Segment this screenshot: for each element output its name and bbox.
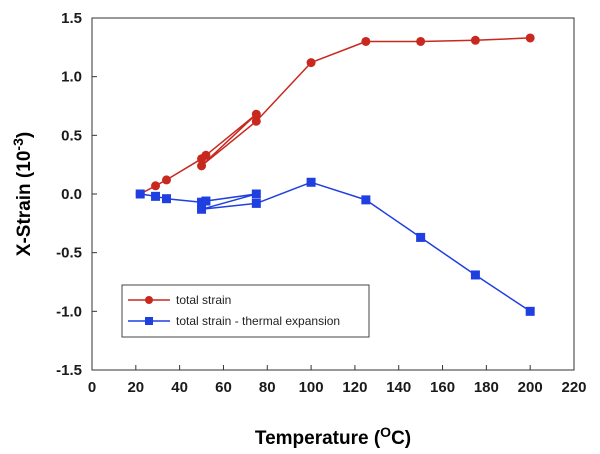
legend-box <box>121 284 370 338</box>
legend-label-total-strain: total strain <box>176 293 231 307</box>
y-axis-title-end: ) <box>14 132 35 138</box>
x-tick-label: 40 <box>171 379 188 396</box>
data-point-thermal <box>470 270 480 280</box>
x-tick-label: 180 <box>474 379 499 396</box>
data-point-thermal <box>151 191 161 201</box>
x-tick-label: 100 <box>299 379 324 396</box>
data-point-total-strain <box>306 58 316 68</box>
data-point-thermal <box>361 195 371 205</box>
legend: total strain total strain - thermal expa… <box>121 284 370 338</box>
x-axis-title-superscript: O <box>380 424 391 440</box>
data-point-thermal <box>251 189 261 199</box>
data-point-thermal <box>416 232 426 242</box>
y-tick-label: 1.0 <box>61 69 82 86</box>
data-point-thermal <box>161 194 171 204</box>
legend-label-thermal: total strain - thermal expansion <box>176 314 340 328</box>
data-point-total-strain <box>416 36 426 46</box>
x-tick-label: 200 <box>518 379 543 396</box>
data-point-total-strain <box>201 150 211 160</box>
series-layer <box>135 33 535 316</box>
y-tick-label: -0.5 <box>56 245 82 262</box>
x-tick-label: 220 <box>561 379 586 396</box>
x-tick-label: 80 <box>259 379 276 396</box>
series-line-total-strain <box>139 37 531 195</box>
x-tick-label: 160 <box>430 379 455 396</box>
legend-marker-thermal <box>145 317 153 325</box>
y-tick-label: -1.0 <box>56 303 82 320</box>
y-tick-label: 1.5 <box>61 10 82 27</box>
x-axis: 0 20 40 60 80 100 120 140 160 180 200 220 <box>88 365 587 396</box>
x-axis-title-end: C) <box>391 428 411 449</box>
data-point-total-strain <box>470 35 480 45</box>
x-tick-label: 20 <box>127 379 144 396</box>
data-point-thermal <box>197 204 207 214</box>
x-tick-label: 0 <box>88 379 96 396</box>
data-point-thermal <box>306 177 316 187</box>
data-point-total-strain <box>361 36 371 46</box>
y-tick-label: -1.5 <box>56 362 82 379</box>
y-tick-label: 0.5 <box>61 127 82 144</box>
data-point-total-strain <box>161 175 171 185</box>
data-point-thermal <box>135 189 145 199</box>
y-axis-title-superscript: -3 <box>10 138 26 151</box>
legend-marker-total-strain <box>145 296 153 304</box>
y-axis-title: X-Strain (10-3) <box>10 132 35 256</box>
data-point-thermal <box>201 196 211 206</box>
x-axis-title: Temperature (OC) <box>255 424 411 449</box>
data-point-total-strain <box>151 181 161 191</box>
data-point-thermal <box>525 306 535 316</box>
y-tick-label: 0.0 <box>61 186 82 203</box>
y-axis: -1.5 -1.0 -0.5 0.0 0.5 1.0 1.5 <box>56 10 97 379</box>
data-point-total-strain <box>525 33 535 43</box>
x-tick-label: 140 <box>386 379 411 396</box>
data-point-thermal <box>251 198 261 208</box>
x-axis-title-main: Temperature ( <box>255 428 381 449</box>
y-axis-title-main: X-Strain (10 <box>14 151 35 257</box>
x-tick-label: 120 <box>342 379 367 396</box>
data-point-total-strain <box>197 161 207 171</box>
data-point-total-strain <box>251 109 261 119</box>
data-point-total-strain <box>251 116 261 126</box>
x-tick-label: 60 <box>215 379 232 396</box>
